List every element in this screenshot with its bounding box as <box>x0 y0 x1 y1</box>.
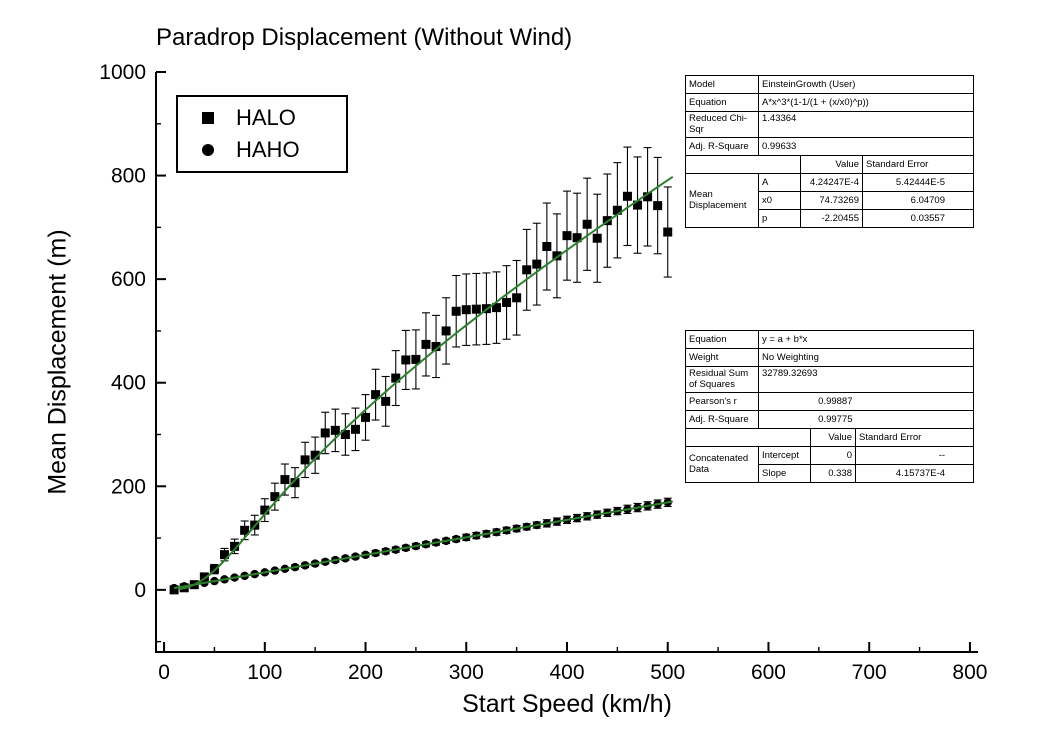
x-tick-label: 800 <box>952 661 987 684</box>
x-tick-label: 300 <box>449 661 484 684</box>
x-tick-label: 600 <box>751 661 786 684</box>
y-axis-label: Mean Displacement (m) <box>43 229 72 495</box>
halo-series <box>169 146 673 595</box>
nl-param-p-name: p <box>758 208 801 228</box>
ln-slope-stderr: 4.15737E-4 <box>854 463 975 483</box>
circle-marker-icon <box>202 144 214 156</box>
ln-adjr-value: 0.99775 <box>758 409 856 429</box>
y-tick-label: 1000 <box>99 61 146 84</box>
ln-rss-label: Residual Sum of Squares <box>685 366 759 393</box>
nl-param-p-value: -2.20455 <box>800 208 863 228</box>
ln-blank-cell <box>685 427 811 447</box>
legend-label-haho: HAHO <box>236 137 300 162</box>
y-tick-label: 600 <box>111 268 146 291</box>
linear-fit-table: Equation y = a + b*x Weight No Weighting… <box>685 330 975 483</box>
ln-pearson-value: 0.99887 <box>758 391 856 411</box>
nl-equation-label: Equation <box>685 93 759 112</box>
nonlinear-fit-table: Model EinsteinGrowth (User) Equation A*x… <box>685 75 974 228</box>
nl-equation-value: A*x^3*(1-1/(1 + (x/x0)^p)) <box>758 93 974 112</box>
ln-slope-value: 0.338 <box>810 463 856 483</box>
nl-param-a-name: A <box>758 172 801 192</box>
y-tick-label: 200 <box>111 475 146 498</box>
ln-adjr-spacer <box>855 409 975 429</box>
ln-intercept-value: 0 <box>810 445 856 465</box>
square-marker-icon <box>202 112 214 124</box>
ln-adjr-label: Adj. R-Square <box>685 409 759 429</box>
x-tick-label: 500 <box>650 661 685 684</box>
ln-value-header: Value <box>810 427 856 447</box>
nl-model-label: Model <box>685 75 759 94</box>
y-tick-label: 0 <box>134 579 146 602</box>
ln-rss-value: 32789.32693 <box>757 366 975 393</box>
ln-equation-label: Equation <box>685 330 759 349</box>
nl-chisqr-value: 1.43364 <box>758 111 974 138</box>
x-tick-label: 0 <box>158 661 170 684</box>
ln-slope-name: Slope <box>758 463 811 483</box>
y-tick-label: 400 <box>111 372 146 395</box>
legend-item-halo: HALO <box>202 107 346 129</box>
legend: HALO HAHO <box>176 95 348 173</box>
haho-fit <box>173 500 673 590</box>
ln-weight-label: Weight <box>685 348 759 367</box>
nl-param-p-stderr: 0.03557 <box>862 208 974 228</box>
nl-stderr-header: Standard Error <box>862 154 974 174</box>
legend-item-haho: HAHO <box>202 139 346 161</box>
nl-param-x0-stderr: 6.04709 <box>862 190 974 210</box>
x-tick-label: 100 <box>247 661 282 684</box>
nl-value-header: Value <box>800 154 863 174</box>
ln-stderr-header: Standard Error <box>854 427 975 447</box>
ln-pearson-label: Pearson's r <box>685 391 759 411</box>
x-tick-label: 700 <box>852 661 887 684</box>
x-tick-label: 400 <box>549 661 584 684</box>
nl-chisqr-label: Reduced Chi-Sqr <box>685 111 759 138</box>
nl-param-a-value: 4.24247E-4 <box>800 172 863 192</box>
ln-pearson-spacer <box>855 391 975 411</box>
nl-blank-cell <box>685 154 801 174</box>
nl-model-value: EinsteinGrowth (User) <box>758 75 974 94</box>
nl-param-x0-name: x0 <box>758 190 801 210</box>
nl-param-a-stderr: 5.42444E-5 <box>862 172 974 192</box>
nl-group-label: Mean Displacement <box>685 172 759 228</box>
x-tick-label: 200 <box>348 661 383 684</box>
ln-group-label: Concatenated Data <box>685 445 759 483</box>
halo-fit <box>179 175 674 591</box>
ln-weight-value: No Weighting <box>757 348 975 367</box>
nl-param-x0-value: 74.73269 <box>800 190 863 210</box>
x-axis-label: Start Speed (km/h) <box>462 690 672 718</box>
ln-intercept-stderr: -- <box>854 445 975 465</box>
ln-equation-value: y = a + b*x <box>757 330 975 349</box>
y-tick-label: 800 <box>111 165 146 188</box>
nl-adjr-value: 0.99633 <box>758 136 974 156</box>
chart-title: Paradrop Displacement (Without Wind) <box>156 24 573 51</box>
legend-label-halo: HALO <box>236 105 296 130</box>
ln-intercept-name: Intercept <box>758 445 811 465</box>
nl-adjr-label: Adj. R-Square <box>685 136 759 156</box>
